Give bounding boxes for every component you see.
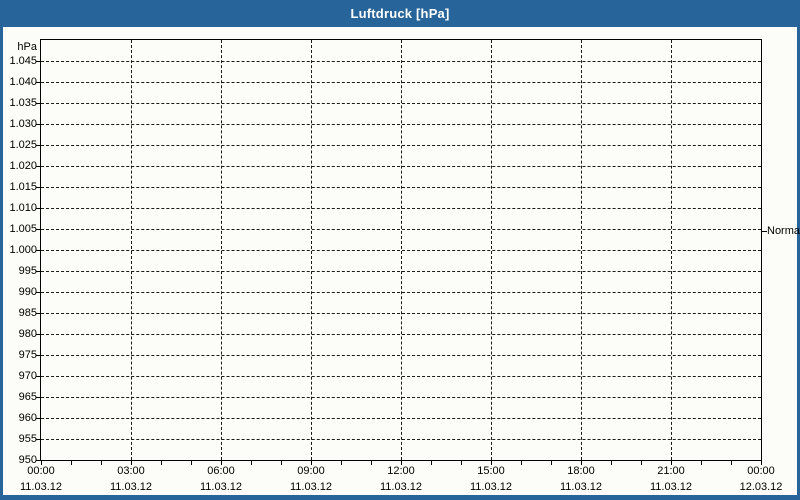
y-tick-label: 1.010 [9,202,37,214]
y-axis-tick [36,313,41,314]
window-border-right [797,27,800,500]
x-tick-time-label: 18:00 [567,465,595,477]
y-tick-label: 955 [18,433,37,445]
x-axis-tick [761,461,762,465]
y-tick-label: 1.000 [9,244,37,256]
x-tick-time-label: 09:00 [297,465,325,477]
y-tick-label: 965 [18,391,37,403]
x-axis-tick [701,461,702,465]
x-axis-tick [461,461,462,465]
x-axis-tick [491,461,492,465]
y-axis-tick [36,397,41,398]
x-axis-tick [431,461,432,465]
y-axis-tick [36,418,41,419]
y-axis-tick [36,271,41,272]
x-tick-date-label: 11.03.12 [199,481,242,493]
y-axis-tick [36,187,41,188]
x-tick-date-label: 11.03.12 [19,481,62,493]
x-tick-date-label: 12.03.12 [739,481,783,493]
y-axis-tick [36,208,41,209]
x-axis-tick [731,461,732,465]
x-axis-tick [161,461,162,465]
x-gridline [221,40,222,460]
x-axis-tick [371,461,372,465]
y-axis-tick [36,61,41,62]
x-axis-tick [581,461,582,465]
y-tick-label: 970 [18,370,37,382]
x-axis-tick [341,461,342,465]
y-tick-label: 1.025 [9,139,37,151]
y-axis-tick [36,355,41,356]
x-gridline [671,40,672,460]
y-axis-tick [36,229,41,230]
y-tick-label: 985 [18,307,37,319]
x-gridline [401,40,402,460]
x-axis-tick [41,461,42,465]
x-tick-time-label: 00:00 [27,465,55,477]
x-gridline [491,40,492,460]
y-axis-tick [36,124,41,125]
window-border-left [0,27,3,500]
y-axis-tick [36,460,41,461]
y-axis-tick [36,250,41,251]
x-axis-tick [671,461,672,465]
normal-annotation-tick [762,231,767,232]
x-axis-tick [401,461,402,465]
x-tick-time-label: 12:00 [387,465,415,477]
x-tick-date-label: 11.03.12 [469,481,512,493]
x-axis-tick [251,461,252,465]
x-tick-time-label: 06:00 [207,465,235,477]
y-axis-tick [36,145,41,146]
x-gridline [581,40,582,460]
x-tick-date-label: 11.03.12 [559,481,602,493]
x-tick-time-label: 21:00 [657,465,685,477]
x-tick-time-label: 15:00 [477,465,505,477]
x-gridline [131,40,132,460]
x-axis-tick [191,461,192,465]
y-tick-label: 1.035 [9,97,37,109]
y-tick-label: 1.020 [9,160,37,172]
x-gridline [311,40,312,460]
x-axis-tick [611,461,612,465]
x-tick-date-label: 11.03.12 [379,481,422,493]
y-tick-label: 990 [18,286,37,298]
y-axis-tick [36,376,41,377]
y-tick-label: 1.015 [9,181,37,193]
x-axis-tick [101,461,102,465]
y-axis-tick [36,82,41,83]
y-tick-label: 1.005 [9,223,37,235]
x-axis-tick [521,461,522,465]
x-axis-tick [131,461,132,465]
y-axis-tick [36,334,41,335]
y-axis-tick [36,166,41,167]
y-tick-label: 1.030 [9,118,37,130]
x-tick-time-label: 03:00 [117,465,145,477]
x-axis-tick [281,461,282,465]
y-tick-label: 1.045 [9,55,37,67]
x-axis-tick [551,461,552,465]
x-axis-tick [311,461,312,465]
y-axis-tick [36,292,41,293]
y-tick-label: 960 [18,412,37,424]
y-tick-label: 950 [18,454,37,466]
y-axis-tick [36,103,41,104]
normal-annotation-label: Normal [767,225,800,237]
window-border-bottom [0,495,800,500]
x-tick-date-label: 11.03.12 [649,481,692,493]
y-axis-unit-label: hPa [17,41,37,53]
y-tick-label: 975 [18,349,37,361]
y-tick-label: 1.040 [9,76,37,88]
chart-title: Luftdruck [hPa] [350,6,450,21]
x-tick-date-label: 11.03.12 [109,481,152,493]
title-bar: Luftdruck [hPa] [0,0,800,27]
x-axis-tick [641,461,642,465]
x-axis-tick [221,461,222,465]
x-tick-date-label: 11.03.12 [289,481,332,493]
y-tick-label: 980 [18,328,37,340]
x-axis-tick [71,461,72,465]
y-axis-tick [36,439,41,440]
y-tick-label: 995 [18,265,37,277]
x-tick-time-label: 00:00 [747,465,775,477]
